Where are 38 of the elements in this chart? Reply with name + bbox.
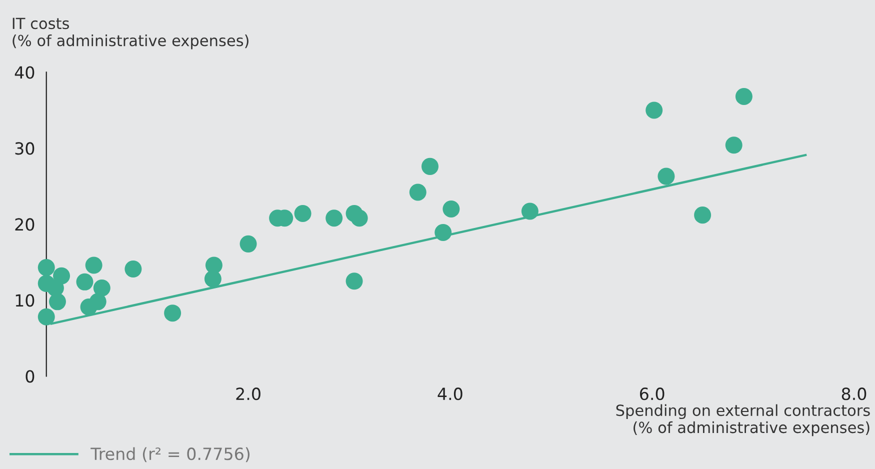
point <box>646 102 663 119</box>
point <box>409 184 426 201</box>
point <box>85 256 102 274</box>
point <box>434 224 452 242</box>
point <box>38 258 55 276</box>
point <box>124 260 142 278</box>
point <box>164 304 182 322</box>
point <box>93 280 110 297</box>
x-axis-title: Spending on external contractors (% of administrative expenses) <box>616 404 870 436</box>
point <box>735 88 752 106</box>
point <box>658 168 675 185</box>
point <box>76 273 94 290</box>
y-axis-title: IT costs (% of administrative expenses) <box>12 18 248 50</box>
y-tick-label: 30 <box>15 142 34 155</box>
point <box>350 210 368 227</box>
point <box>240 235 257 252</box>
y-tick-label: 40 <box>14 66 34 79</box>
point <box>725 136 742 154</box>
point <box>294 205 312 222</box>
point <box>421 158 438 175</box>
point <box>38 308 55 326</box>
point <box>442 200 460 218</box>
point <box>48 293 66 310</box>
x-tick-label: 8.0 <box>842 388 866 400</box>
point <box>694 206 712 224</box>
point <box>204 270 222 288</box>
y-tick-label: 10 <box>16 294 34 307</box>
legend-label: Trend (r² = 0.7756) <box>90 447 250 462</box>
x-tick-label: 2.0 <box>236 388 260 400</box>
point <box>326 210 343 227</box>
x-tick-label: 6.0 <box>640 388 664 400</box>
x-tick-label: 4.0 <box>438 388 462 400</box>
point <box>80 298 98 316</box>
point <box>521 202 538 220</box>
y-tick-label: 20 <box>15 218 34 231</box>
point <box>346 272 363 290</box>
point <box>46 280 64 297</box>
y-tick-label: 0 <box>26 370 34 383</box>
